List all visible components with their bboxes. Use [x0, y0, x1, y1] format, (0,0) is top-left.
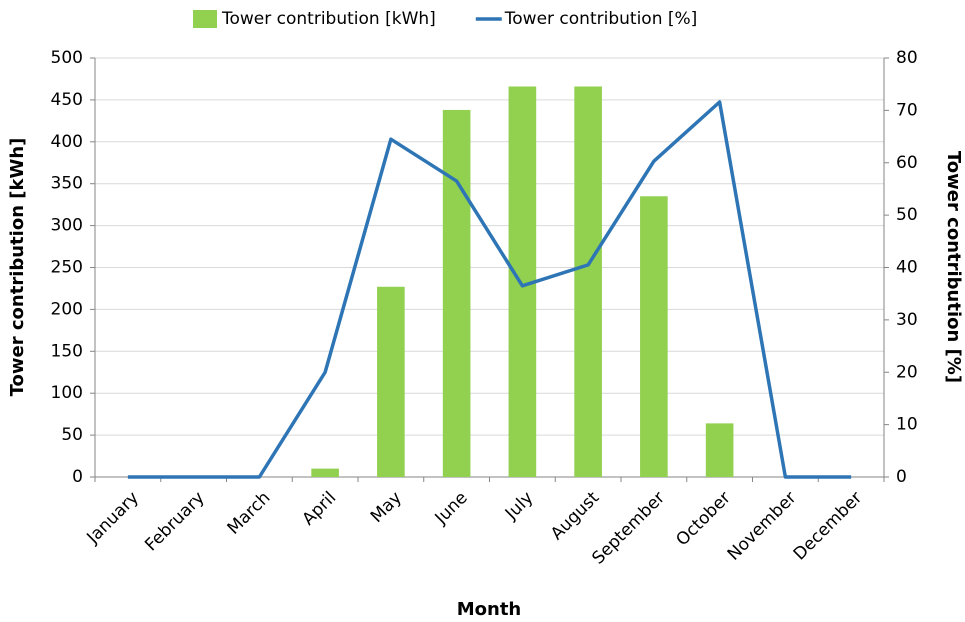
x-tick-label: November [724, 488, 801, 565]
y-axis-title: Tower contribution [kWh] [7, 138, 28, 397]
y2-tick-label: 10 [896, 415, 918, 435]
bar [705, 423, 734, 477]
x-tick-label: June [431, 488, 472, 529]
bar [377, 286, 405, 477]
legend-swatch [193, 10, 217, 28]
bar [574, 86, 602, 477]
x-tick-label: August [547, 488, 603, 544]
y-tick-label: 150 [51, 341, 83, 361]
y-tick-label: 400 [51, 132, 83, 152]
bar [311, 468, 339, 477]
x-tick-label: December [790, 488, 866, 564]
y-tick-label: 100 [51, 383, 83, 403]
y-tick-label: 0 [72, 467, 83, 487]
x-axis-title: Month [457, 599, 522, 620]
y2-tick-label: 40 [896, 258, 918, 278]
y-tick-label: 50 [61, 425, 83, 445]
line [127, 100, 852, 479]
y2-tick-label: 0 [896, 467, 907, 487]
y-tick-label: 300 [51, 216, 83, 236]
bar [640, 196, 668, 477]
x-tick-label: October [672, 488, 734, 550]
x-tick-label: May [367, 488, 406, 527]
y-tick-label: 200 [51, 299, 83, 319]
y2-tick-label: 20 [896, 362, 918, 382]
legend-label: Tower contribution [kWh] [221, 9, 436, 29]
y2-tick-label: 70 [896, 100, 918, 120]
y-tick-label: 250 [51, 258, 83, 278]
y2-tick-label: 80 [896, 48, 918, 68]
y2-axis-title: Tower contribution [%] [943, 151, 964, 383]
x-tick-label: February [141, 488, 208, 555]
y2-tick-label: 50 [896, 205, 918, 225]
y-tick-label: 500 [51, 48, 83, 68]
bar [442, 109, 471, 478]
y-tick-label: 350 [51, 174, 83, 194]
x-tick-label: March [224, 488, 275, 539]
y-tick-label: 450 [51, 90, 83, 110]
y2-tick-label: 60 [896, 153, 918, 173]
x-tick-label: January [83, 488, 143, 548]
y2-tick-label: 30 [896, 310, 918, 330]
x-tick-label: April [299, 488, 341, 530]
x-tick-label: July [501, 488, 537, 524]
legend-label: Tower contribution [%] [504, 9, 698, 29]
